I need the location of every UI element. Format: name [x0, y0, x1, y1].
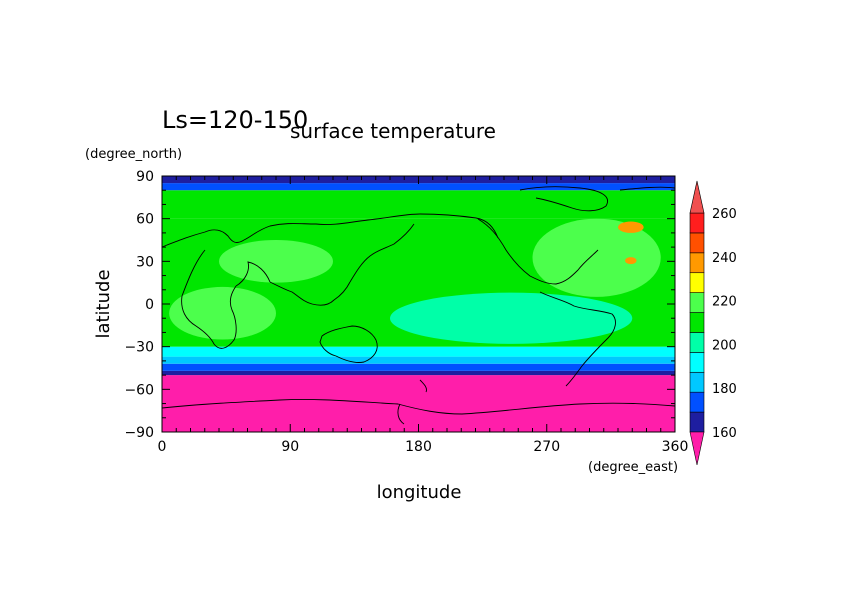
x-tick-label: 180: [405, 439, 432, 455]
region-1: [169, 286, 276, 340]
region-2: [532, 218, 661, 297]
y-axis: 90 60 30 0 −30 −60 −90: [124, 169, 675, 441]
y-tick-label: 30: [136, 254, 154, 270]
colorbar-swatch: [689, 232, 705, 254]
colorbar-swatch: [689, 272, 705, 293]
region-4: [618, 221, 644, 233]
colorbar-swatch: [689, 212, 705, 234]
x-unit-label: (degree_east): [588, 460, 678, 475]
region-5: [625, 257, 637, 265]
colorbar-label: 160: [712, 426, 737, 441]
colorbar-label: 200: [712, 338, 737, 353]
x-axis: 0 90 180 270 360: [158, 176, 689, 455]
colorbar-over-arrow: [689, 180, 705, 214]
x-tick-label: 0: [158, 439, 167, 455]
y-tick-label: 0: [145, 297, 154, 313]
y-tick-label: 60: [136, 212, 154, 228]
y-tick-label: −60: [124, 382, 154, 398]
band-2: [162, 363, 675, 371]
colorbar-swatch: [689, 391, 705, 413]
period-label: Ls=120-150: [162, 106, 308, 134]
colorbar-under-arrow: [689, 431, 705, 466]
x-tick-label: 270: [533, 439, 560, 455]
colorbar-label: 180: [712, 382, 737, 397]
colorbar-swatch: [689, 312, 705, 333]
colorbar-label: 260: [712, 207, 737, 222]
colorbar-swatch: [689, 332, 705, 353]
band-4: [162, 346, 675, 357]
coastlines: [162, 186, 675, 425]
y-unit-label: (degree_north): [85, 147, 182, 162]
x-tick-label: 360: [662, 439, 689, 455]
x-tick-label: 90: [281, 439, 299, 455]
colorbar-swatch: [689, 411, 705, 433]
chart-title: surface temperature: [290, 119, 496, 143]
colorbar-swatch: [689, 252, 705, 274]
plot-area: [162, 176, 675, 432]
band-3: [162, 356, 675, 364]
colorbar-label: 220: [712, 295, 737, 310]
region-0: [390, 292, 633, 344]
band-1: [162, 370, 675, 376]
band-7: [162, 183, 675, 191]
colorbar-swatch: [689, 292, 705, 313]
colorbar-swatch: [689, 371, 705, 393]
colorbar-label: 240: [712, 251, 737, 266]
colorbar-swatch: [689, 352, 705, 373]
y-tick-label: 90: [136, 169, 154, 185]
y-tick-label: −30: [124, 340, 154, 356]
colorbar: 160 180 200 220 240 260: [689, 180, 737, 466]
y-tick-label: −90: [124, 425, 154, 441]
x-axis-label: longitude: [377, 482, 462, 503]
y-axis-label: latitude: [93, 269, 114, 338]
region-3: [219, 240, 333, 283]
